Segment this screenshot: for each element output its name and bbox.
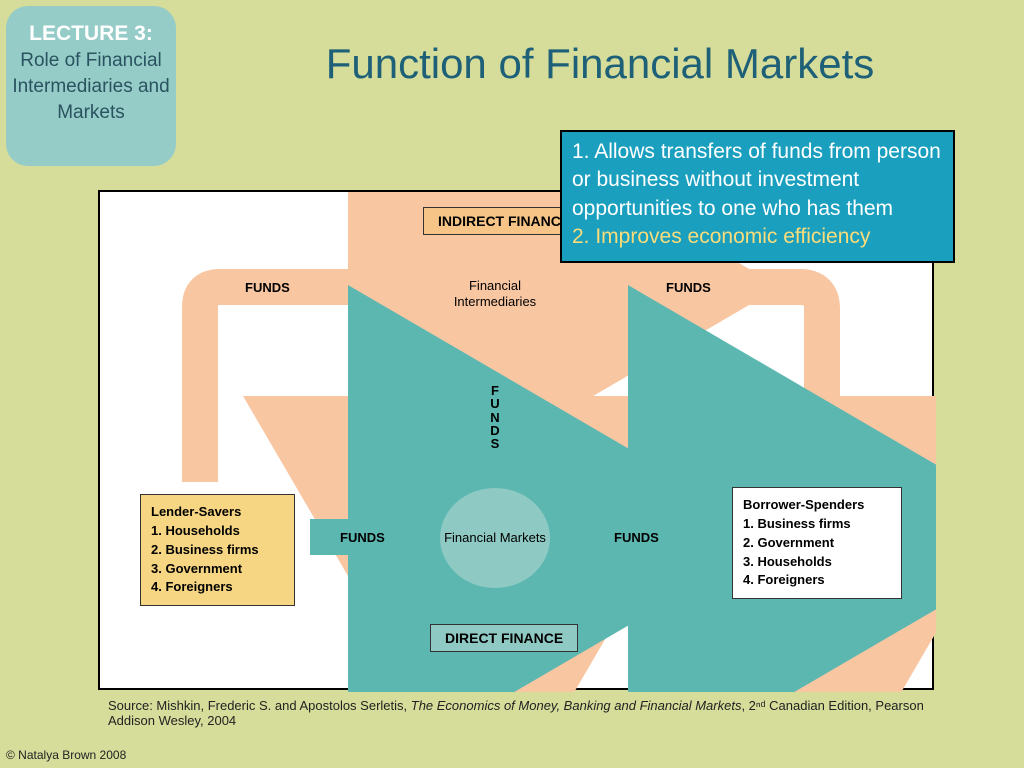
copyright: © Natalya Brown 2008 <box>6 748 126 762</box>
lenders-item: 2. Business firms <box>151 541 284 560</box>
diagram-frame: INDIRECT FINANCE Financial Intermediarie… <box>98 190 934 690</box>
callout-item-1: 1. Allows transfers of funds from person… <box>572 138 943 223</box>
funds-label-vertical: FUNDS <box>488 384 502 450</box>
borrowers-title: Borrower-Spenders <box>743 496 891 515</box>
lenders-box: Lender-Savers 1. Households 2. Business … <box>140 494 295 606</box>
callout-box: 1. Allows transfers of funds from person… <box>560 130 955 263</box>
source-title: The Economics of Money, Banking and Fina… <box>411 698 742 713</box>
page-title: Function of Financial Markets <box>200 40 1000 88</box>
borrowers-item: 2. Government <box>743 534 891 553</box>
borrowers-box: Borrower-Spenders 1. Business firms 2. G… <box>732 487 902 599</box>
funds-label-topright: FUNDS <box>666 280 711 295</box>
lenders-item: 1. Households <box>151 522 284 541</box>
lenders-title: Lender-Savers <box>151 503 284 522</box>
source-citation: Source: Mishkin, Frederic S. and Apostol… <box>108 698 928 728</box>
funds-label-right: FUNDS <box>614 530 659 545</box>
funds-label-topleft: FUNDS <box>245 280 290 295</box>
lecture-number: LECTURE 3: <box>12 20 170 48</box>
borrowers-item: 3. Households <box>743 553 891 572</box>
lenders-item: 4. Foreigners <box>151 578 284 597</box>
borrowers-item: 4. Foreigners <box>743 571 891 590</box>
intermediaries-node: Financial Intermediaries <box>440 244 550 344</box>
source-prefix: Source: Mishkin, Frederic S. and Apostol… <box>108 698 411 713</box>
markets-node: Financial Markets <box>440 488 550 588</box>
lecture-subtitle: Role of Financial Intermediaries and Mar… <box>12 48 170 125</box>
direct-finance-label: DIRECT FINANCE <box>430 624 578 652</box>
borrowers-item: 1. Business firms <box>743 515 891 534</box>
lecture-badge: LECTURE 3: Role of Financial Intermediar… <box>6 6 176 166</box>
callout-item-2: 2. Improves economic efficiency <box>572 223 943 251</box>
funds-label-left: FUNDS <box>340 530 385 545</box>
lenders-item: 3. Government <box>151 560 284 579</box>
